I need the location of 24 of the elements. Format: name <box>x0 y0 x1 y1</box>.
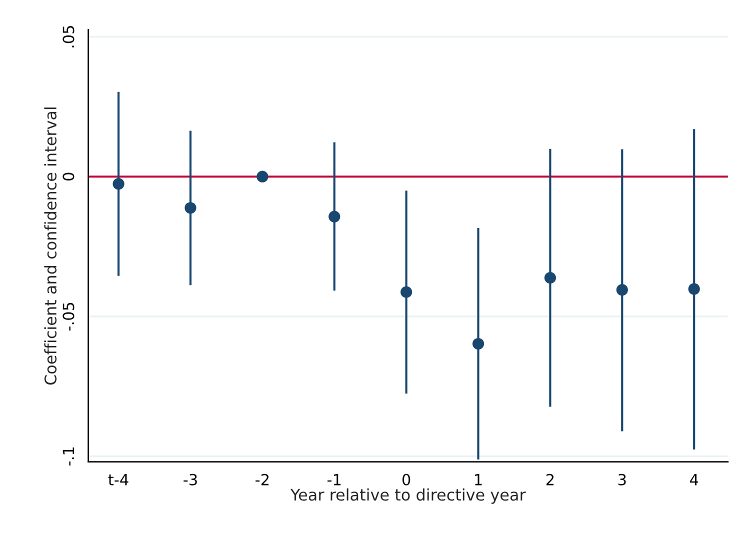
x-tick-label: -3 <box>184 474 197 486</box>
point <box>472 338 484 350</box>
point <box>184 202 196 214</box>
x-tick-label: t-4 <box>108 474 128 486</box>
x-tick-label: -2 <box>256 474 269 486</box>
point <box>112 178 124 190</box>
x-tick-label: 3 <box>618 474 626 486</box>
x-tick-label: -1 <box>328 474 341 486</box>
point <box>688 283 700 295</box>
point <box>544 272 556 284</box>
y-tick-label: -.1 <box>62 448 74 466</box>
point <box>400 286 412 298</box>
point <box>256 170 268 182</box>
y-tick-label: 0 <box>62 172 74 180</box>
x-tick-label: 2 <box>546 474 554 486</box>
y-tick-label: -.05 <box>62 302 74 331</box>
x-tick-label: 4 <box>690 474 698 486</box>
x-tick-label: 1 <box>475 474 482 486</box>
point <box>616 284 628 296</box>
y-tick-label: .05 <box>62 26 74 48</box>
y-axis-title: Coefficient and confidence interval <box>44 108 57 385</box>
x-tick-label: 0 <box>402 474 410 486</box>
point <box>328 210 340 222</box>
x-axis-title: Year relative to directive year <box>290 488 526 504</box>
